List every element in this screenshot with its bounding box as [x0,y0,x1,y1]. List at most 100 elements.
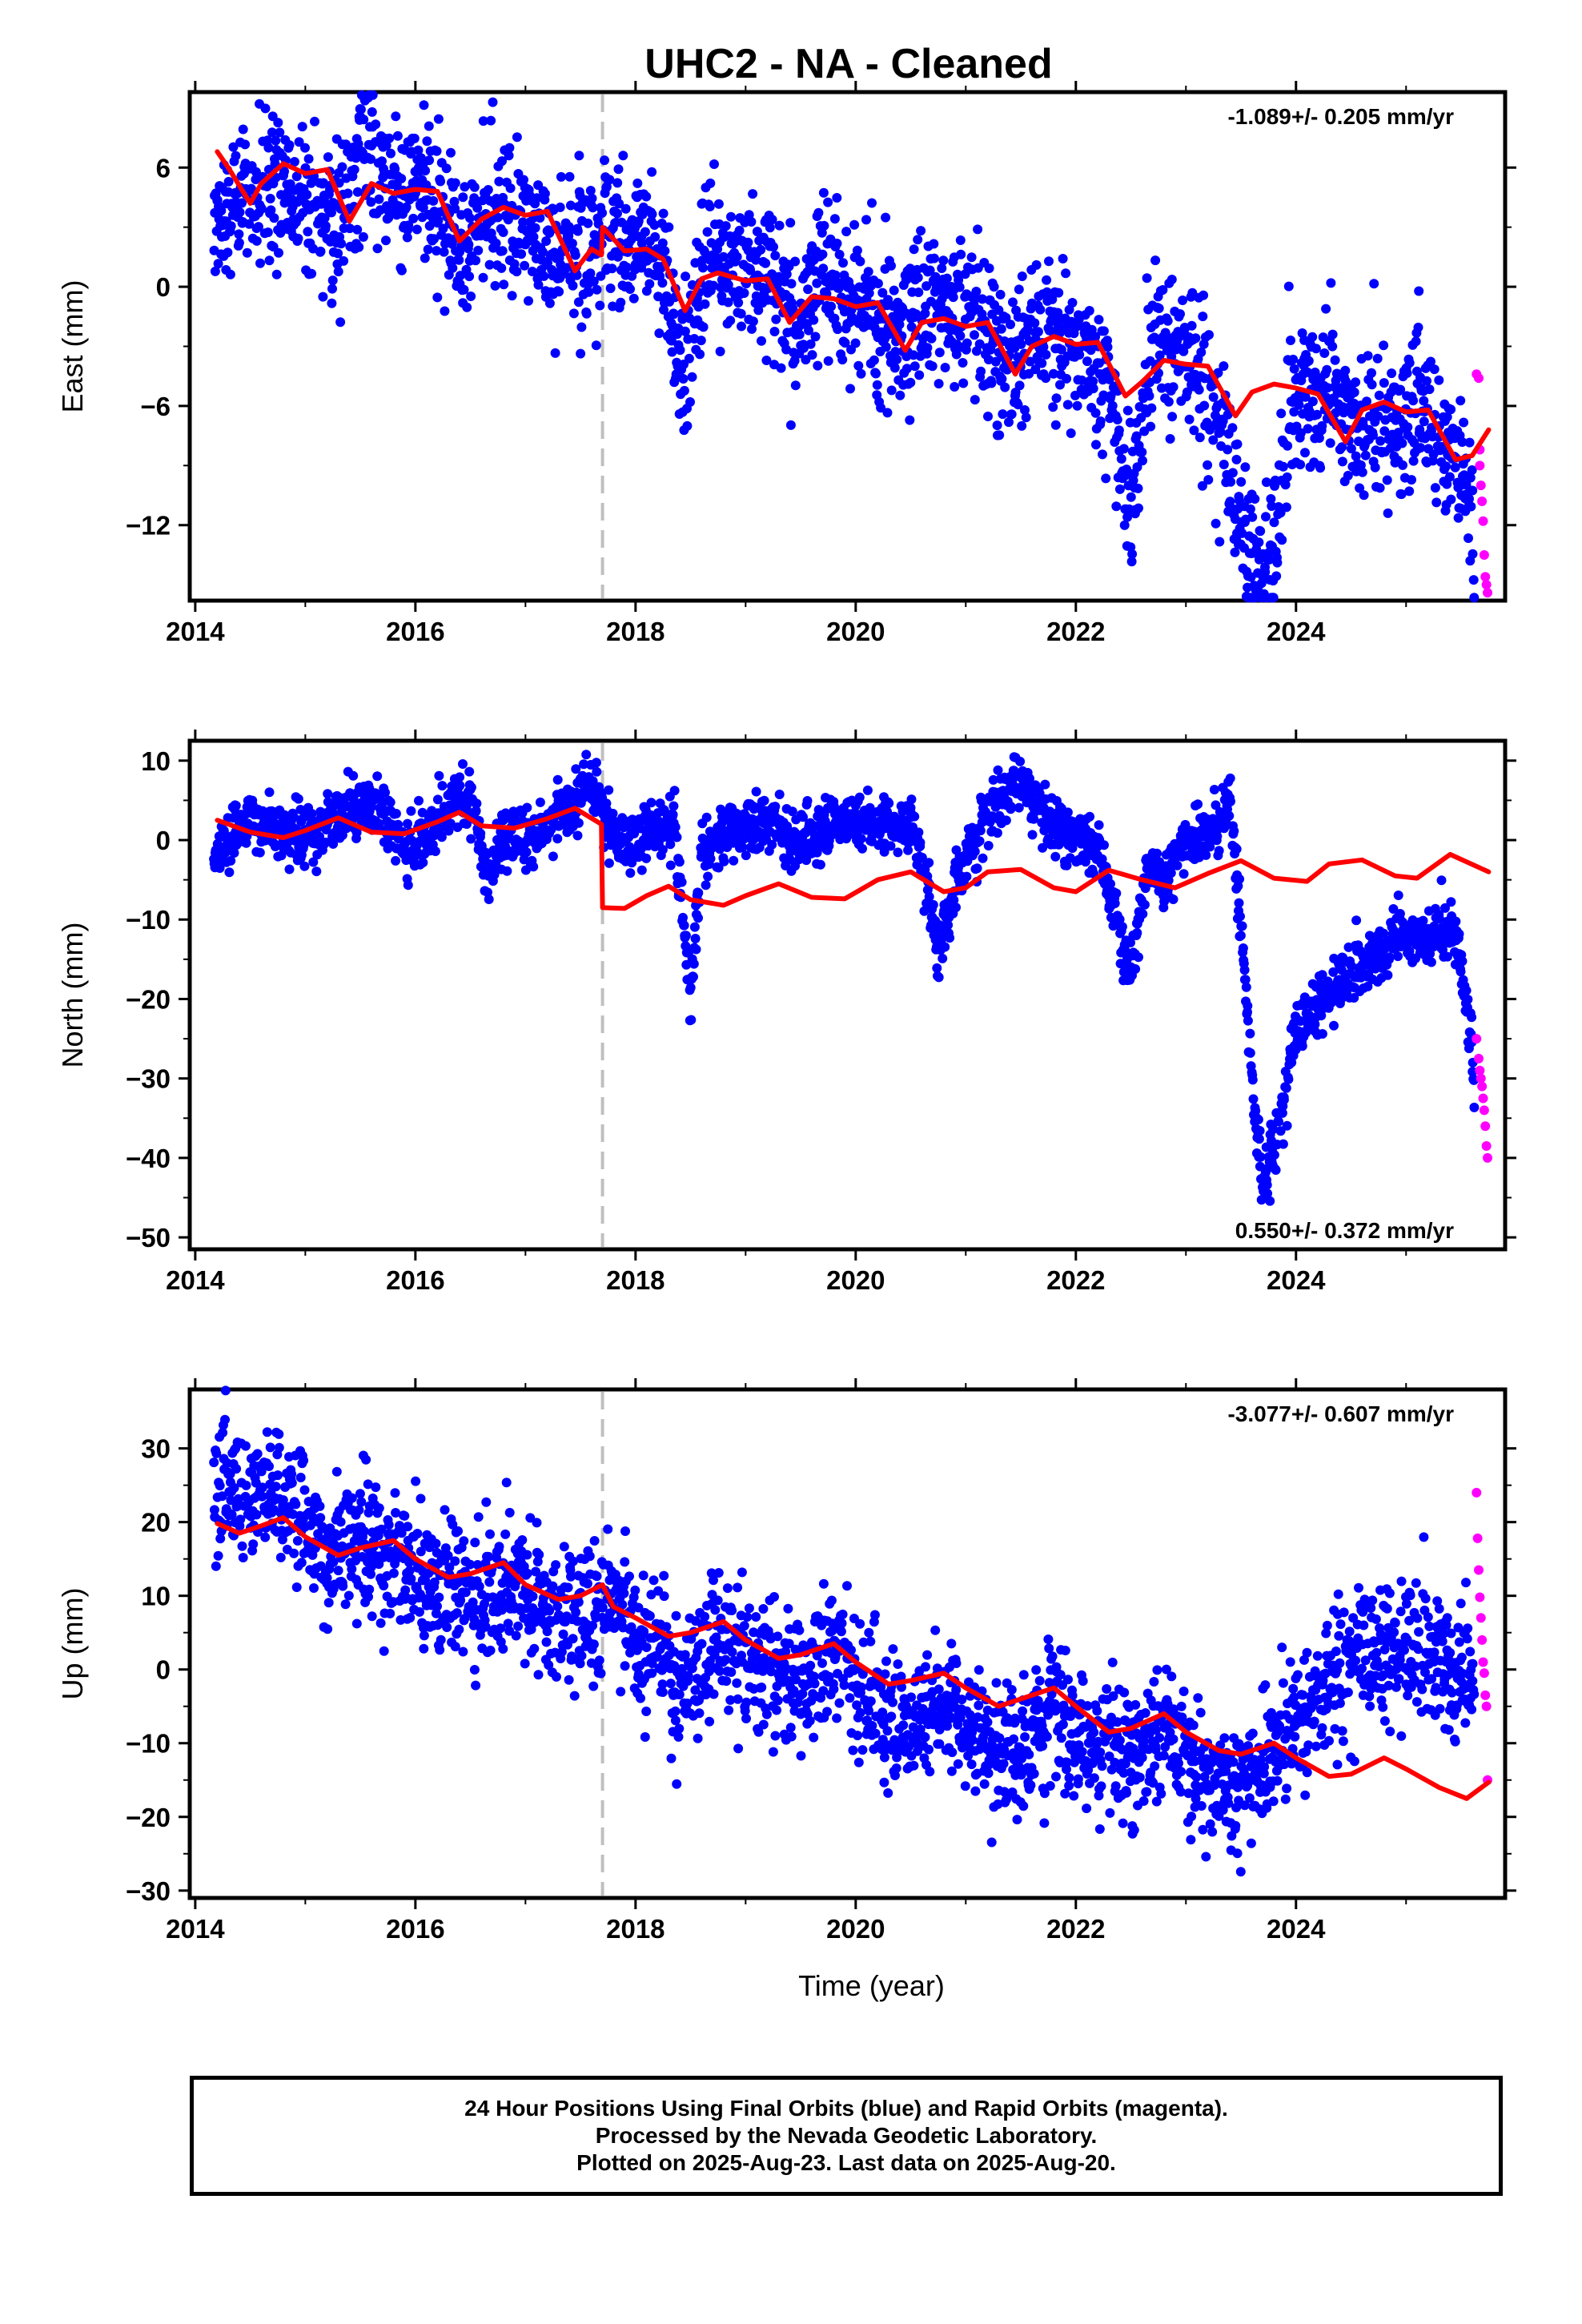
final-orbit-point [616,217,627,227]
final-orbit-point [568,308,579,319]
final-orbit-point [327,207,336,218]
final-orbit-point [1311,344,1321,354]
final-orbit-point [1340,365,1351,376]
final-orbit-point [303,154,314,164]
final-orbit-point [1369,279,1379,289]
final-orbit-point [444,826,454,836]
final-orbit-point [478,116,488,127]
final-orbit-point [1396,489,1407,500]
final-orbit-point [264,255,275,266]
final-orbit-point [1050,420,1061,430]
final-orbit-point [818,187,829,198]
final-orbit-point [1107,400,1118,411]
final-orbit-point [926,333,937,344]
final-orbit-point [641,191,652,202]
final-orbit-point [462,302,472,312]
final-orbit-point [1268,593,1279,603]
final-orbit-point [823,356,833,366]
final-orbit-point [604,785,614,795]
final-orbit-point [654,328,665,339]
final-orbit-point [927,361,938,372]
final-orbit-point [215,1481,225,1491]
final-orbit-point [995,289,1006,300]
final-orbit-point [512,132,522,143]
final-orbit-point [950,382,960,392]
final-orbit-point [1154,304,1164,313]
final-orbit-point [484,259,495,270]
final-orbit-point [909,361,920,372]
final-orbit-point [1051,393,1062,404]
final-orbit-point [1373,411,1383,421]
final-orbit-point [337,830,347,840]
final-orbit-point [1419,396,1429,406]
final-orbit-point [307,809,317,818]
final-orbit-point [781,269,792,279]
final-orbit-point [289,812,299,822]
final-orbit-point [1236,476,1247,487]
final-orbit-point [636,238,647,248]
final-orbit-point [741,850,751,861]
final-orbit-point [391,111,401,122]
final-orbit-point [983,841,994,850]
final-orbit-point [1017,420,1027,431]
final-orbit-point [1016,339,1026,349]
final-orbit-point [460,182,470,192]
final-orbit-point [1048,368,1058,379]
final-orbit-point [686,1015,697,1025]
final-orbit-point [709,280,719,291]
final-orbit-point [743,237,753,247]
final-orbit-point [889,285,899,296]
final-orbit-point [430,846,440,856]
final-orbit-point [1351,451,1361,461]
final-orbit-point [1142,273,1152,283]
final-orbit-point [1166,868,1176,879]
final-orbit-point [798,343,809,353]
final-orbit-point [253,222,263,232]
final-orbit-point [1446,404,1456,415]
final-orbit-point [1126,557,1137,567]
final-orbit-point [677,314,688,324]
final-orbit-point [1004,417,1014,428]
final-orbit-point [1116,454,1126,464]
final-orbit-point [1077,375,1087,385]
final-orbit-point [1197,480,1207,491]
final-orbit-point [484,895,494,904]
final-orbit-point [625,868,636,879]
final-orbit-point [1237,528,1247,538]
final-orbit-point [767,215,777,225]
final-orbit-point [1403,422,1413,432]
final-orbit-point [1226,796,1235,806]
final-orbit-point [934,972,944,983]
final-orbit-point [1168,895,1178,904]
final-orbit-point [1464,533,1473,543]
y-tick-label: −20 [126,984,171,1014]
final-orbit-point [909,811,920,822]
final-orbit-point [440,306,450,316]
final-orbit-point [226,855,236,866]
final-orbit-point [496,263,507,273]
final-orbit-point [1446,494,1456,505]
final-orbit-point [802,796,813,806]
final-orbit-point [1276,408,1287,419]
final-orbit-point [436,176,446,187]
final-orbit-point [343,188,353,199]
final-orbit-point [1127,549,1138,559]
final-orbit-point [733,298,744,308]
final-orbit-point [1035,304,1046,315]
final-orbit-point [576,322,587,332]
final-orbit-point [978,853,988,863]
final-orbit-point [1322,364,1332,375]
final-orbit-point [1130,964,1141,974]
final-orbit-point [1214,846,1224,856]
final-orbit-point [951,903,961,913]
final-orbit-point [320,221,331,231]
final-orbit-point [570,250,580,260]
final-orbit-point [734,225,745,235]
final-orbit-point [263,143,274,153]
final-orbit-point [794,329,805,340]
final-orbit-point [1413,322,1423,332]
final-orbit-point [703,871,713,882]
final-orbit-point [1237,921,1247,931]
final-orbit-point [1457,437,1468,447]
final-orbit-point [1208,392,1219,402]
